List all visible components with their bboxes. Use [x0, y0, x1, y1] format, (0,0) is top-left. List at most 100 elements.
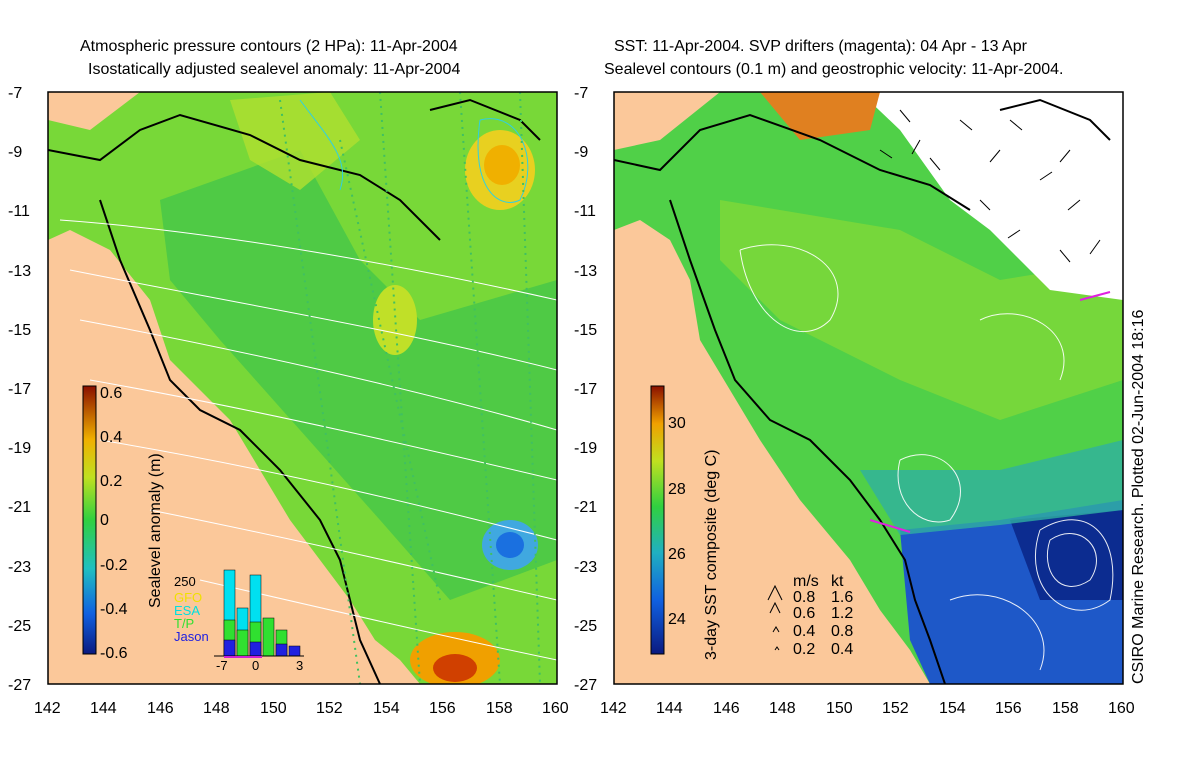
left-x-axis: 142 144 146 148 150 152 154 156 158 160 [34, 700, 569, 717]
velocity-legend-header-kt: kt [831, 573, 844, 590]
right-colorbar-label: 3-day SST composite (deg C) [703, 450, 720, 660]
y-tick-label: -11 [574, 203, 596, 220]
velocity-legend-kt: 1.6 [831, 589, 853, 606]
legend-esa: ESA [174, 603, 200, 618]
right-coast-png [614, 113, 971, 211]
x-tick-label: 144 [90, 700, 117, 717]
legend-gfo: GFO [174, 590, 202, 605]
left-cb-tick: -0.4 [100, 601, 128, 618]
left-high-anomaly-core [484, 145, 520, 185]
left-low-anomaly-core [496, 532, 524, 558]
x-tick-label: 156 [429, 700, 456, 717]
left-cb-tick: -0.6 [100, 645, 128, 662]
left-cb-tick: 0.4 [100, 429, 122, 446]
x-tick-label: 142 [600, 700, 627, 717]
y-tick-label: -27 [574, 677, 597, 694]
left-yellow-patch-north [230, 92, 360, 190]
left-colorbar-label: Sealevel anomaly (m) [147, 453, 164, 608]
left-colorbar-ticks: 0.6 0.4 0.2 0 -0.2 -0.4 -0.6 [100, 385, 128, 662]
inset-histogram: 250 GFO ESA T/P Jason -7 0 3 [174, 569, 304, 673]
left-y-axis: -7 -9 -11 -13 -15 -17 -19 -21 -23 -25 -2… [8, 85, 31, 694]
y-tick-label: -23 [8, 559, 31, 576]
x-tick-label: 142 [34, 700, 61, 717]
x-tick-label: 158 [1052, 700, 1079, 717]
hist-xtick: 3 [296, 658, 303, 673]
right-title-line2: Sealevel contours (0.1 m) and geostrophi… [604, 61, 1064, 78]
y-tick-label: -17 [574, 381, 597, 398]
velocity-legend-ms: 0.2 [793, 641, 815, 658]
x-tick-label: 148 [203, 700, 230, 717]
y-tick-label: -15 [574, 322, 597, 339]
velocity-legend: m/s kt 0.8 1.6 0.6 1.2 0.4 0.8 0.2 0.4 [767, 573, 853, 658]
left-title-line2: Isostatically adjusted sealevel anomaly:… [88, 61, 461, 78]
x-tick-label: 158 [486, 700, 513, 717]
y-tick-label: -27 [8, 677, 31, 694]
y-tick-label: -9 [8, 144, 22, 161]
y-tick-label: -7 [574, 85, 588, 102]
right-map-frame [613, 91, 1124, 685]
right-sealevel-contours [739, 244, 1114, 671]
left-cb-tick: 0.2 [100, 473, 122, 490]
velocity-arrow-glyph [772, 626, 780, 633]
y-tick-label: -21 [8, 499, 31, 516]
hist-bar [249, 641, 262, 657]
left-title-line1: Atmospheric pressure contours (2 HPa): 1… [80, 38, 458, 55]
x-tick-label: 160 [542, 700, 569, 717]
right-cb-tick: 24 [668, 611, 686, 628]
right-colorbar-ticks: 30 28 26 24 [668, 415, 686, 628]
y-tick-label: -17 [8, 381, 31, 398]
y-tick-label: -13 [8, 263, 31, 280]
y-tick-label: -25 [574, 618, 597, 635]
right-colorbar [650, 385, 665, 655]
y-tick-label: -25 [8, 618, 31, 635]
velocity-legend-ms: 0.4 [793, 623, 815, 640]
right-cb-tick: 28 [668, 481, 686, 498]
right-map [614, 92, 1123, 684]
hist-bar [275, 643, 288, 657]
left-yellow-blob [373, 285, 417, 355]
x-tick-label: 160 [1108, 700, 1135, 717]
y-tick-label: -11 [8, 203, 30, 220]
left-cb-tick: 0 [100, 512, 109, 529]
hist-bar [262, 617, 275, 657]
hist-bar [236, 629, 249, 657]
right-cloud-mask [860, 92, 1123, 300]
velocity-legend-kt: 0.8 [831, 623, 853, 640]
velocity-legend-header-ms: m/s [793, 573, 819, 590]
right-velocity-arrows [879, 109, 1101, 263]
svp-drifter-track [1079, 291, 1111, 301]
legend-tp: T/P [174, 616, 194, 631]
right-yellowgreen-band [720, 200, 1123, 420]
y-tick-label: -23 [574, 559, 597, 576]
hist-bar [288, 645, 301, 657]
right-x-axis: 142 144 146 148 150 152 154 156 158 160 [600, 700, 1135, 717]
hist-bar [223, 639, 236, 657]
x-tick-label: 152 [316, 700, 343, 717]
x-tick-label: 150 [826, 700, 853, 717]
x-tick-label: 156 [995, 700, 1022, 717]
right-coast-islands [999, 98, 1111, 141]
svp-drifter-track [869, 519, 911, 533]
right-cb-tick: 26 [668, 546, 686, 563]
right-coast-australia [669, 199, 946, 684]
velocity-arrow-glyph [767, 584, 783, 614]
y-tick-label: -19 [574, 440, 597, 457]
x-tick-label: 152 [882, 700, 909, 717]
y-tick-label: -19 [8, 440, 31, 457]
left-cb-tick: 0.6 [100, 385, 122, 402]
x-tick-label: 154 [939, 700, 966, 717]
left-map-frame [47, 91, 558, 685]
velocity-legend-ms: 0.6 [793, 605, 815, 622]
left-cyan-contours [299, 99, 529, 203]
right-title-line1: SST: 11-Apr-2004. SVP drifters (magenta)… [614, 38, 1027, 55]
right-cb-tick: 30 [668, 415, 686, 432]
left-coast-australia [99, 199, 381, 684]
legend-jason: Jason [174, 629, 209, 644]
x-tick-label: 144 [656, 700, 683, 717]
hist-xtick: -7 [216, 658, 228, 673]
left-altimeter-tracks [279, 92, 541, 684]
velocity-legend-ms: 0.8 [793, 589, 815, 606]
histogram-ylabel: 250 [174, 574, 196, 589]
hist-xtick: 0 [252, 658, 259, 673]
